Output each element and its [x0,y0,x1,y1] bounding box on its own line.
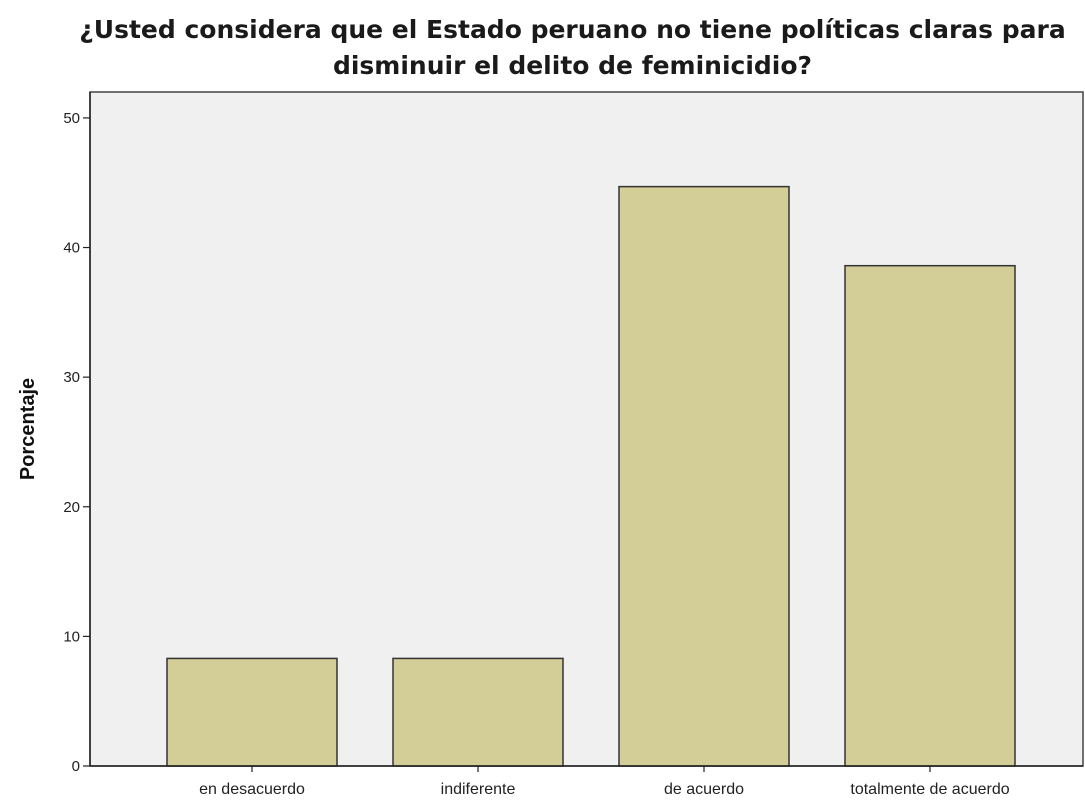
x-tick-label: totalmente de acuerdo [850,781,1009,798]
y-tick-label: 10 [63,628,80,645]
bar [844,264,1016,767]
y-axis-title: Porcentaje [17,378,39,480]
x-labels-group: en desacuerdo indiferente de acuerdo totalm… [199,766,1010,798]
x-tick-label: de acuerdo [664,781,744,798]
bars-group [166,185,1016,767]
y-tick-label: 40 [63,240,80,257]
y-ticks-group: 0 10 20 30 40 50 [63,110,90,775]
bar [392,657,564,767]
y-tick-label: 30 [63,369,80,386]
y-tick-label: 20 [63,499,80,516]
y-tick-label: 50 [63,110,80,127]
chart-title: ¿Usted considera que el Estado peruano n… [79,15,1066,80]
x-tick-label: indiferente [441,781,516,798]
x-tick-label: en desacuerdo [199,781,305,798]
y-tick-label: 0 [72,758,80,775]
bar [618,185,790,767]
bar [166,657,338,767]
